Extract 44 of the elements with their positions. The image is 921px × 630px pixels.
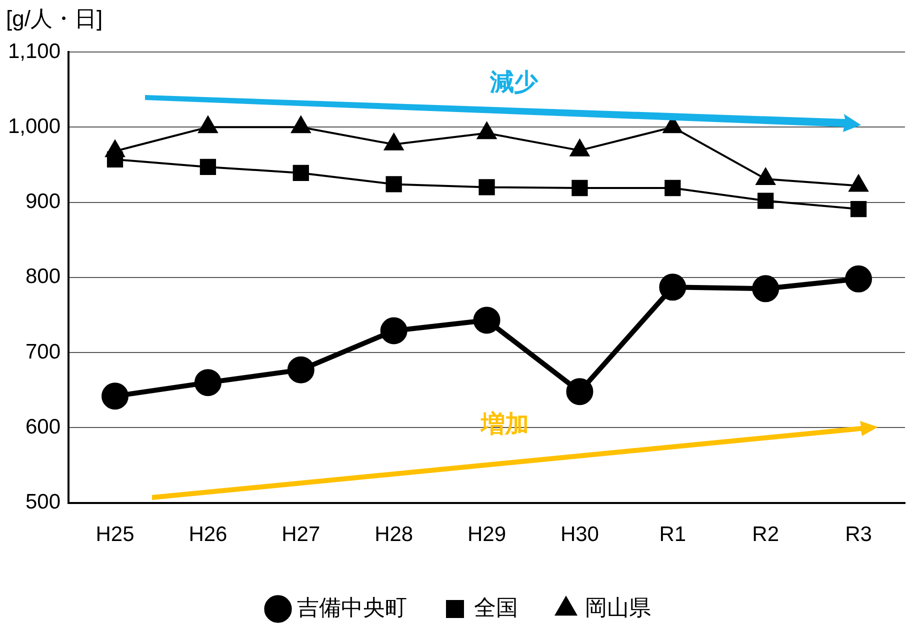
y-tick-label: 800 xyxy=(26,265,61,288)
point xyxy=(384,133,404,150)
point xyxy=(572,180,588,196)
x-tick-label: R1 xyxy=(659,523,686,546)
point xyxy=(478,179,495,196)
point xyxy=(664,180,681,196)
y-tick-label: 1,100 xyxy=(8,40,61,63)
point xyxy=(200,158,216,176)
legend-label: 岡山県 xyxy=(585,595,651,620)
point xyxy=(752,275,780,302)
x-tick-label: R2 xyxy=(752,523,780,546)
legend-label: 全国 xyxy=(474,595,518,620)
point xyxy=(291,116,311,134)
y-tick-label: 700 xyxy=(26,340,61,364)
point xyxy=(380,317,408,344)
point xyxy=(758,192,774,209)
point xyxy=(473,306,500,334)
x-tick-label: H25 xyxy=(96,523,134,546)
point xyxy=(477,122,496,140)
y-tick-label: 900 xyxy=(26,190,61,214)
x-tick-label: H27 xyxy=(282,523,320,546)
x-tick-label: R3 xyxy=(845,523,872,546)
point xyxy=(850,200,867,218)
point xyxy=(287,356,314,384)
point xyxy=(386,176,402,192)
x-tick-label: H28 xyxy=(374,523,414,546)
point xyxy=(659,274,686,301)
x-tick-label: H26 xyxy=(188,523,228,546)
y-tick-label: 600 xyxy=(26,415,61,438)
point xyxy=(566,378,594,406)
point xyxy=(292,164,309,182)
point xyxy=(102,382,129,410)
x-tick-label: H30 xyxy=(560,523,599,546)
point xyxy=(194,369,222,396)
point xyxy=(198,116,218,134)
y-tick-label: 500 xyxy=(26,490,61,514)
point xyxy=(106,151,124,168)
x-tick-label: H29 xyxy=(468,523,506,546)
y-axis-title: [g/人・日] xyxy=(6,5,103,33)
annotation: 減少 xyxy=(490,68,538,98)
point xyxy=(845,265,872,292)
y-tick-label: 1,000 xyxy=(8,114,61,138)
legend-label: 吉備中央町 xyxy=(297,595,407,620)
point xyxy=(570,139,590,156)
